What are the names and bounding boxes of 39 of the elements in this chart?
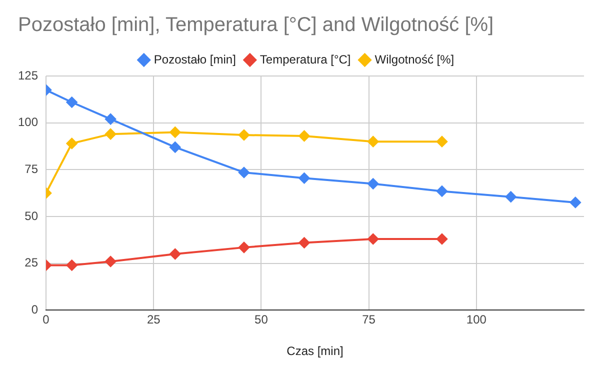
point [238,166,250,178]
point [505,191,516,202]
legend-label: Temperatura [°C] [260,52,351,66]
point [105,114,116,125]
y-tick-label: 100 [18,115,38,130]
y-tick-label: 75 [24,162,38,176]
y-tick-label: 0 [31,302,38,317]
x-tick-label: 50 [254,312,268,327]
point [66,138,78,149]
point [238,130,250,141]
legend-label: Pozostało [min] [154,52,236,66]
point [436,186,448,197]
point [66,260,78,271]
point [66,96,78,108]
x-tick-label: 25 [146,312,161,327]
chart-title: Pozostało [min], Temperatura [°C] and Wilgotność [%] [18,14,494,37]
point [170,126,181,138]
point [105,256,116,267]
x-tick-label: 0 [42,312,50,327]
legend-label: Wilgotność [%] [374,52,454,66]
point [436,234,448,245]
point [436,136,448,148]
point [368,234,379,245]
y-tick-label: 125 [18,68,38,82]
point [170,248,181,260]
point [105,128,116,140]
point [298,172,310,184]
y-tick-label: 25 [24,256,38,270]
point [298,130,310,142]
x-axis-title: Czas [min] [286,344,344,358]
point [170,142,181,153]
point [238,242,250,253]
point [298,237,310,248]
point [368,178,379,190]
point [368,136,379,148]
x-tick-label: 75 [362,312,376,327]
y-tick-label: 50 [24,208,38,223]
x-tick-label: 100 [466,312,487,327]
point [570,196,581,208]
